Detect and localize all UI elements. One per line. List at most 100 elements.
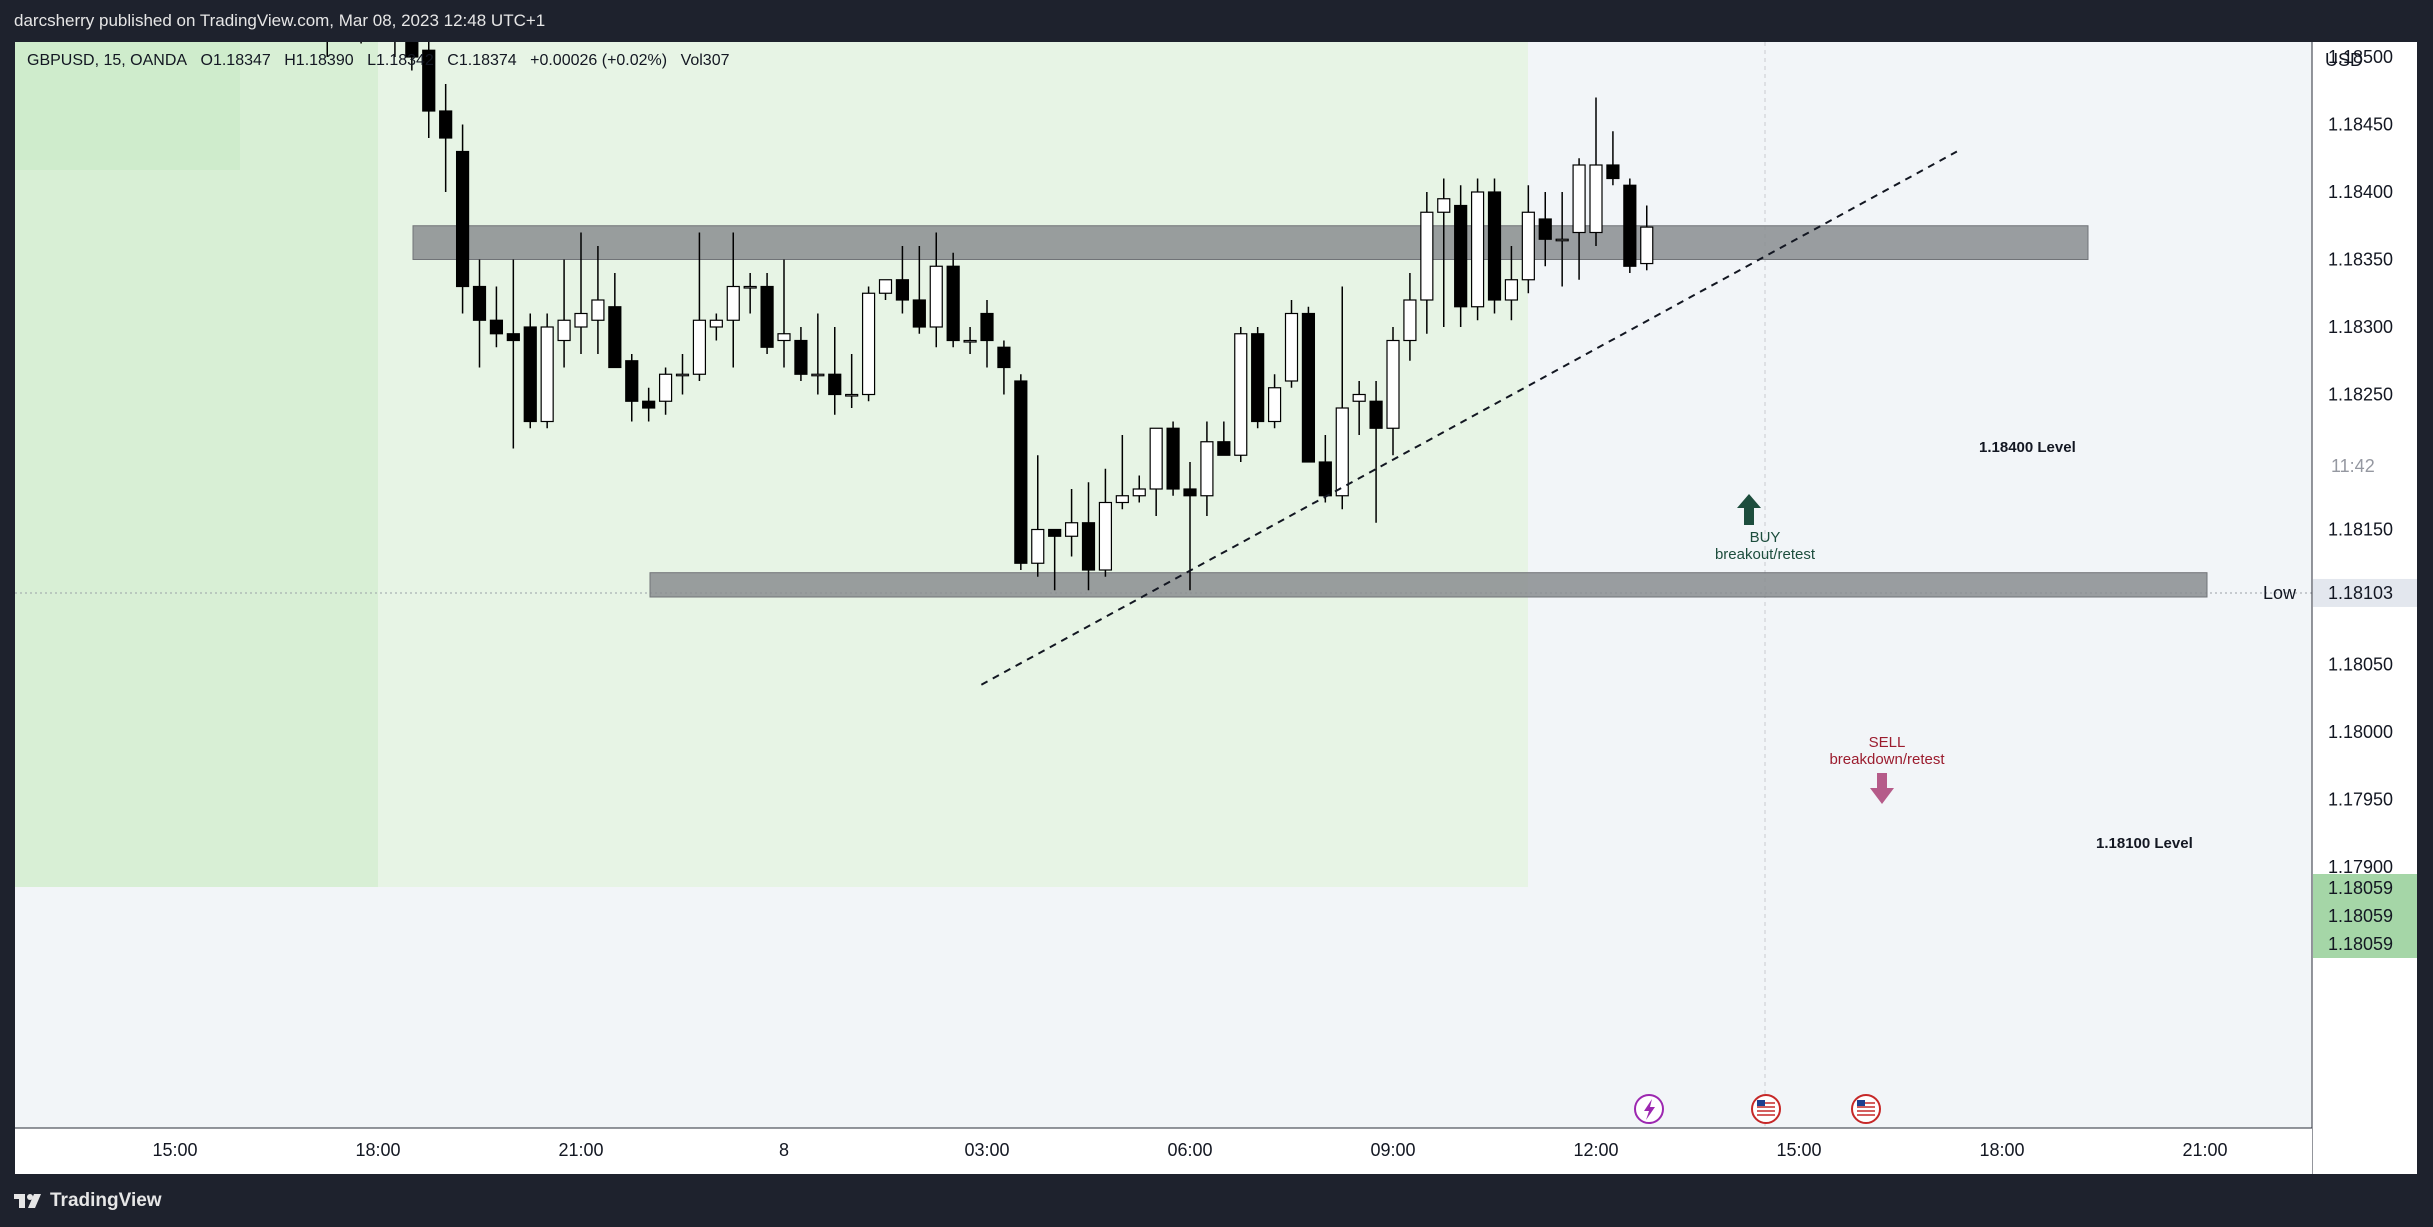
countdown-label: 11:42 xyxy=(2331,456,2375,476)
candle xyxy=(1098,468,1113,577)
upper-level-zone xyxy=(412,225,2089,260)
candle xyxy=(1064,489,1079,557)
candle-body xyxy=(794,339,808,375)
candle xyxy=(997,340,1011,395)
candle-body xyxy=(861,292,876,396)
price-tick-label: 1.18500 xyxy=(2328,47,2393,67)
candle xyxy=(946,252,960,348)
buy-title: BUY xyxy=(1749,529,1781,546)
sell-title: SELL xyxy=(1868,734,1906,751)
candle-body xyxy=(1335,407,1349,497)
price-tick-label: 1.18000 xyxy=(2328,722,2393,742)
candle-body xyxy=(1403,299,1417,342)
candle-body xyxy=(811,373,825,377)
candle-body xyxy=(963,339,977,343)
candle xyxy=(1200,421,1214,516)
legend-symbol[interactable]: GBPUSD, 15, OANDA xyxy=(27,52,188,69)
candle xyxy=(1589,97,1603,246)
price-tick-label: 1.18400 xyxy=(2328,182,2393,202)
candle xyxy=(1217,421,1231,456)
candle-body xyxy=(980,312,994,342)
candle-body xyxy=(489,319,504,335)
low-price-value: 1.18103 xyxy=(2328,583,2393,603)
buy-arrow-icon xyxy=(1737,494,1761,525)
candle-body xyxy=(777,333,791,342)
candle-body xyxy=(1538,218,1552,240)
sell-subtitle: breakdown/retest xyxy=(1829,751,1945,768)
candle xyxy=(540,313,554,429)
candlestick-chart[interactable]: USD1.186501.186001.185501.185001.184501.… xyxy=(15,42,2417,1174)
candle-body xyxy=(1064,522,1079,537)
candle xyxy=(1403,273,1417,361)
candle-body xyxy=(1318,461,1332,497)
price-tick-label: 1.18300 xyxy=(2328,317,2393,337)
candle-body xyxy=(929,265,943,328)
candle-body xyxy=(878,279,893,294)
candle-body xyxy=(557,319,571,342)
candle xyxy=(1538,192,1552,267)
candle-body xyxy=(946,265,960,342)
candle xyxy=(642,387,656,422)
candle xyxy=(1115,435,1129,510)
candle xyxy=(1267,374,1282,429)
legend-close: C1.18374 xyxy=(447,52,517,69)
ascending-trendline xyxy=(980,150,1958,686)
candle xyxy=(794,327,808,381)
position-price-badge xyxy=(2313,874,2417,958)
publisher-line: darcsherry published on TradingView.com,… xyxy=(14,11,546,30)
candle xyxy=(405,42,419,71)
candle-body xyxy=(1301,312,1316,463)
position-zone-shade-strong xyxy=(15,42,378,887)
tradingview-logo[interactable]: TradingView xyxy=(14,1190,162,1212)
low-price-badge xyxy=(2313,578,2417,607)
candle xyxy=(557,259,571,368)
candle-body xyxy=(726,285,740,321)
candle-body xyxy=(895,279,910,301)
candle-body xyxy=(540,326,554,423)
price-tick-label: 1.18250 xyxy=(2328,385,2393,405)
candle-body xyxy=(472,285,487,321)
candle-body xyxy=(709,319,723,328)
ohlc-legend: GBPUSD, 15, OANDA O1.18347 H1.18390 L1.1… xyxy=(27,52,739,70)
candle xyxy=(1031,455,1045,577)
price-tick-label: 1.18150 xyxy=(2328,520,2393,540)
candle xyxy=(1183,462,1197,591)
candle-body xyxy=(574,312,588,328)
buy-note: BUY breakout/retest xyxy=(1675,529,1855,563)
candle-body xyxy=(1504,279,1519,301)
candle-body xyxy=(828,373,842,396)
candle-body xyxy=(1437,198,1451,213)
candle xyxy=(1301,306,1316,463)
candle-body xyxy=(1183,488,1197,497)
candle-body xyxy=(1251,333,1265,423)
candle xyxy=(709,313,723,341)
candle xyxy=(845,354,859,408)
time-tick-label: 21:00 xyxy=(558,1140,603,1160)
candle-body xyxy=(591,299,605,321)
candle-body xyxy=(1166,427,1180,490)
candle-body xyxy=(1267,387,1282,423)
candle-body xyxy=(625,360,639,402)
price-axis-unit: USD xyxy=(2325,50,2363,70)
candle xyxy=(439,84,453,192)
candle xyxy=(523,313,537,429)
flag-canton xyxy=(1857,1100,1865,1106)
sell-arrow-icon xyxy=(1870,773,1894,804)
chart-frame[interactable]: USD1.186501.186001.185501.185001.184501.… xyxy=(15,42,2417,1174)
candle xyxy=(1386,327,1400,456)
candle-body xyxy=(1284,312,1299,382)
candle xyxy=(1335,286,1349,510)
candle-body xyxy=(455,150,470,288)
candle-body xyxy=(1014,380,1028,564)
time-axis-panel xyxy=(15,1128,2312,1174)
sell-note: SELL breakdown/retest xyxy=(1792,734,1982,768)
position-price-label: 1.18059 xyxy=(2328,934,2393,954)
candle-body xyxy=(845,393,859,397)
candle xyxy=(1369,381,1383,523)
legend-volume: Vol307 xyxy=(680,52,730,69)
candle xyxy=(591,246,605,354)
candle xyxy=(574,232,588,354)
time-tick-label: 8 xyxy=(779,1140,789,1160)
low-label: Low xyxy=(2263,583,2297,603)
time-tick-label: 15:00 xyxy=(152,1140,197,1160)
